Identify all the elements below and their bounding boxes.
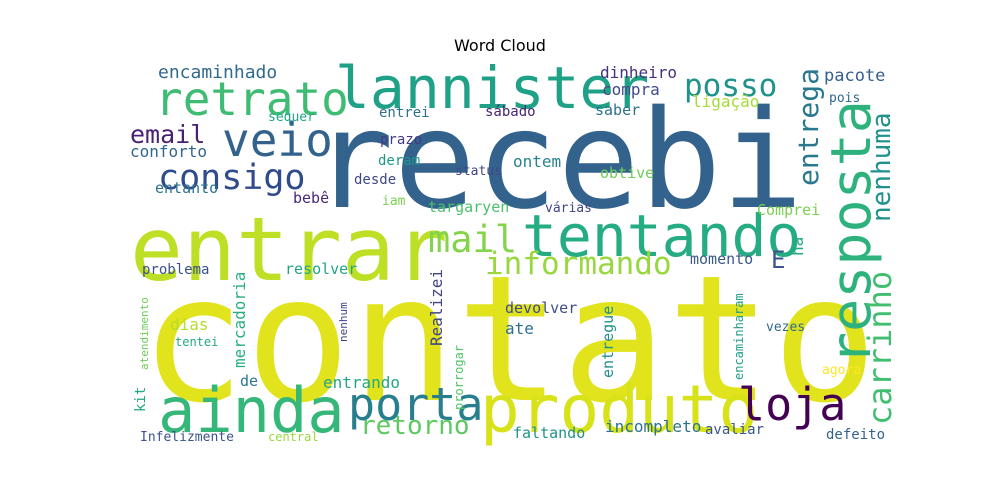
word-recebi: recebi bbox=[312, 82, 803, 240]
word-nenhuma: nenhuma bbox=[867, 112, 897, 222]
word-prazo: prazo bbox=[380, 132, 422, 148]
word-compra: compra bbox=[602, 80, 660, 99]
word-dias: dias bbox=[170, 315, 209, 334]
word-encaminharam: encaminharam bbox=[732, 293, 746, 380]
word-kit: kit bbox=[133, 387, 149, 412]
word-entregue: entregue bbox=[599, 306, 617, 378]
word-pois: pois bbox=[829, 91, 860, 106]
word-ligação: ligação bbox=[692, 92, 759, 111]
word-informando: informando bbox=[485, 246, 672, 282]
word-e: E bbox=[771, 246, 785, 274]
word-pacote: pacote bbox=[824, 66, 885, 86]
word-central: central bbox=[268, 430, 319, 444]
word-mercadoria: mercadoria bbox=[230, 272, 249, 368]
word-mail: mail bbox=[428, 218, 517, 261]
word-vezes: vezes bbox=[766, 320, 805, 335]
word-ontem: ontem bbox=[513, 152, 561, 171]
word-problema: problema bbox=[142, 262, 209, 278]
word-produto: produto bbox=[480, 371, 758, 448]
word-prorrogar: prorrogar bbox=[452, 345, 466, 410]
word-entrega: entrega bbox=[792, 68, 825, 186]
chart-title: Word Cloud bbox=[454, 36, 546, 55]
word-contato: contato bbox=[140, 239, 878, 442]
word-nenhum: nenhum bbox=[337, 302, 350, 342]
word-sequer: sequer bbox=[268, 110, 315, 125]
word-consigo: consigo bbox=[158, 158, 306, 198]
word-sábado: sábado bbox=[485, 104, 536, 120]
word-posso: posso bbox=[684, 68, 777, 104]
word-defeito: defeito bbox=[826, 427, 885, 443]
word-de: de bbox=[240, 372, 258, 390]
word-entrando: entrando bbox=[323, 373, 400, 392]
word-tentando: tentando bbox=[522, 202, 801, 270]
word-carrinho: carrinho bbox=[861, 271, 899, 425]
word-iam: iam bbox=[382, 194, 406, 209]
word-bebê: bebê bbox=[293, 189, 329, 207]
word-atendimento: atendimento bbox=[138, 297, 151, 370]
word-ha: ha bbox=[788, 237, 807, 256]
word-retorno: retorno bbox=[360, 411, 470, 441]
word-tentei: tentei bbox=[175, 335, 218, 349]
word-ate: ate bbox=[505, 319, 534, 338]
word-avaliar: avaliar bbox=[705, 422, 764, 438]
word-retrato: retrato bbox=[155, 72, 349, 126]
word-obtive: obtive bbox=[600, 164, 654, 182]
word-entrar: entrar bbox=[130, 198, 448, 301]
word-loja: loja bbox=[738, 378, 846, 431]
word-agora: agora bbox=[822, 363, 861, 378]
word-porta: porta bbox=[348, 378, 483, 431]
word-infelizmente: Infelizmente bbox=[140, 430, 234, 445]
word-veio: veio bbox=[222, 113, 333, 167]
word-ainda: ainda bbox=[158, 374, 345, 447]
word-saber: saber bbox=[595, 101, 640, 119]
word-status: status bbox=[455, 164, 502, 179]
word-conforto: conforto bbox=[130, 142, 207, 161]
word-resolver: resolver bbox=[285, 260, 357, 278]
word-lannister: lannister bbox=[335, 54, 649, 122]
word-email: email bbox=[130, 120, 205, 149]
word-targaryen: targaryen bbox=[428, 198, 509, 216]
word-várias: várias bbox=[545, 201, 592, 216]
word-deram: deram bbox=[378, 153, 420, 169]
word-resposta: resposta bbox=[819, 100, 883, 365]
word-encaminhado: encaminhado bbox=[158, 62, 277, 83]
word-desde: desde bbox=[354, 172, 396, 188]
word-incompleto: incompleto bbox=[605, 417, 701, 436]
word-comprei: Comprei bbox=[757, 201, 820, 219]
word-entanto: entanto bbox=[155, 179, 218, 197]
word-momento: momento bbox=[690, 250, 753, 268]
word-faltando: faltando bbox=[513, 424, 585, 442]
word-dinheiro: dinheiro bbox=[600, 63, 677, 82]
word-devolver: devolver bbox=[505, 299, 577, 317]
word-entrei: entrei bbox=[379, 105, 430, 121]
word-realizei: Realizei bbox=[427, 269, 446, 346]
